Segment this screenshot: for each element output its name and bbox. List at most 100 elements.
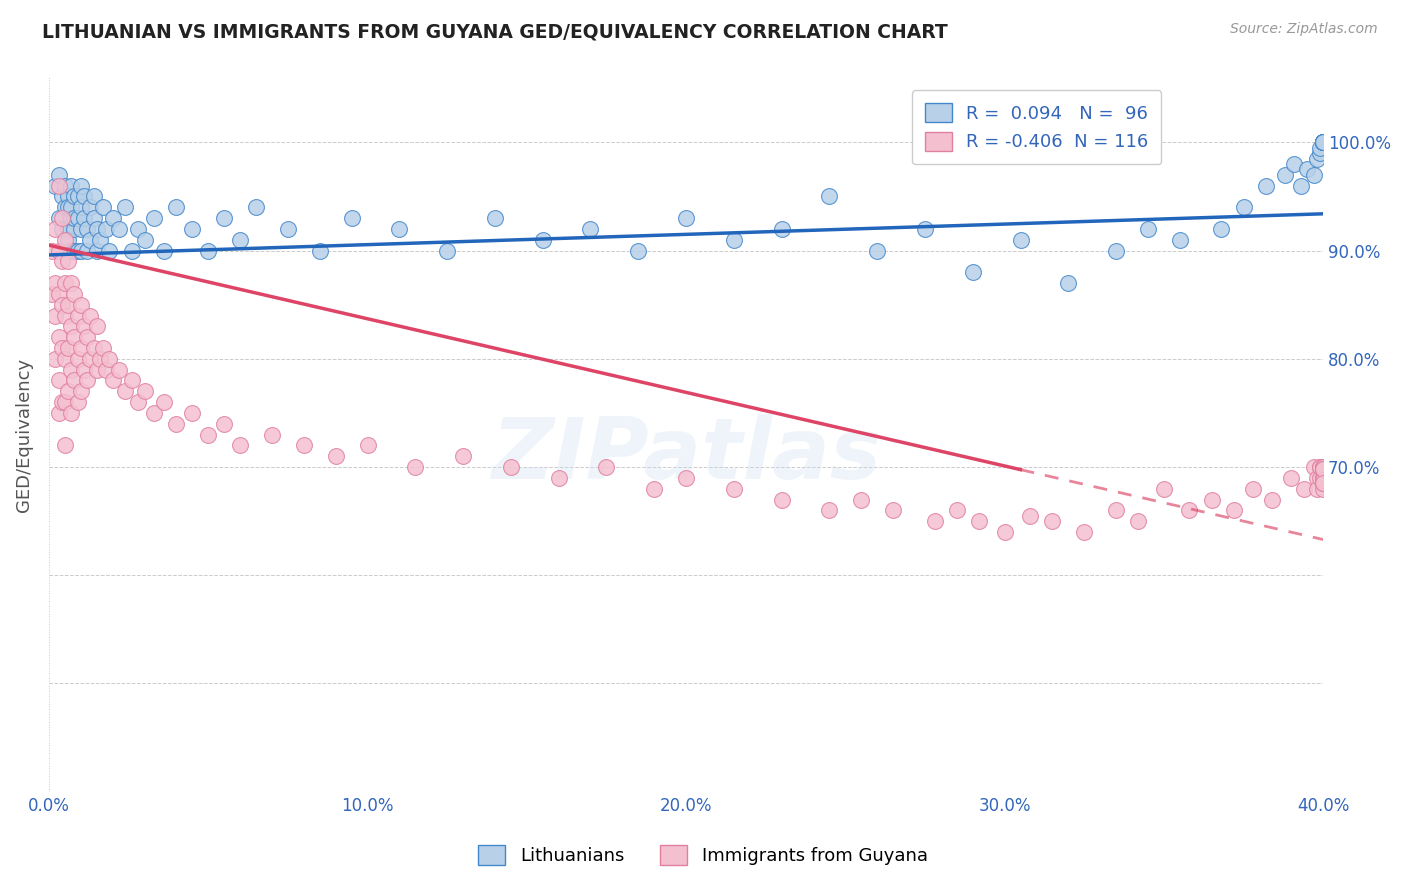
Point [388,222,411,236]
Point [1105,244,1128,258]
Point [44,351,66,366]
Point [63,330,86,344]
Legend: Lithuanians, Immigrants from Guyana: Lithuanians, Immigrants from Guyana [471,838,935,872]
Point [181,406,204,420]
Point [325,449,347,463]
Point [1232,200,1254,214]
Point [1309,460,1331,475]
Point [63,374,86,388]
Point [675,211,697,226]
Point [1312,462,1334,476]
Point [770,222,793,236]
Point [51,189,73,203]
Point [96,222,118,236]
Point [86,319,108,334]
Point [48,211,70,226]
Point [595,460,617,475]
Point [73,189,96,203]
Point [1312,136,1334,150]
Point [66,189,89,203]
Point [675,471,697,485]
Point [101,374,124,388]
Point [44,222,66,236]
Point [484,211,506,226]
Point [1306,482,1329,496]
Point [1010,233,1032,247]
Point [579,222,602,236]
Point [79,351,101,366]
Point [79,200,101,214]
Point [51,222,73,236]
Point [866,244,889,258]
Point [56,189,79,203]
Point [66,351,89,366]
Point [1168,233,1191,247]
Point [63,244,86,258]
Point [83,211,105,226]
Point [818,503,841,517]
Point [723,233,745,247]
Point [79,309,101,323]
Point [86,244,108,258]
Point [51,211,73,226]
Point [181,222,204,236]
Point [56,298,79,312]
Text: Source: ZipAtlas.com: Source: ZipAtlas.com [1230,22,1378,37]
Point [1128,514,1150,528]
Point [69,384,91,399]
Point [60,319,83,334]
Point [63,286,86,301]
Point [79,233,101,247]
Point [73,362,96,376]
Point [60,276,83,290]
Point [60,178,83,193]
Point [1105,503,1128,517]
Point [1312,462,1334,476]
Point [1312,136,1334,150]
Point [114,384,136,399]
Point [1312,460,1334,475]
Point [152,395,174,409]
Point [66,211,89,226]
Point [914,222,936,236]
Point [53,438,76,452]
Point [197,427,219,442]
Point [53,233,76,247]
Point [946,503,969,517]
Point [69,341,91,355]
Point [547,471,569,485]
Point [723,482,745,496]
Point [89,351,111,366]
Point [48,178,70,193]
Point [63,222,86,236]
Point [1019,508,1042,523]
Point [73,319,96,334]
Point [53,351,76,366]
Point [924,514,946,528]
Point [1261,492,1284,507]
Point [63,211,86,226]
Point [770,492,793,507]
Point [1136,222,1159,236]
Point [76,244,98,258]
Point [1312,471,1334,485]
Point [643,482,665,496]
Point [308,244,330,258]
Point [451,449,474,463]
Point [108,362,131,376]
Point [277,222,299,236]
Point [53,244,76,258]
Point [69,200,91,214]
Point [1312,136,1334,150]
Point [436,244,458,258]
Point [165,200,187,214]
Point [48,330,70,344]
Point [48,374,70,388]
Point [48,244,70,258]
Point [1312,473,1334,487]
Point [212,211,235,226]
Point [1312,476,1334,491]
Point [1306,471,1329,485]
Point [89,233,111,247]
Point [83,189,105,203]
